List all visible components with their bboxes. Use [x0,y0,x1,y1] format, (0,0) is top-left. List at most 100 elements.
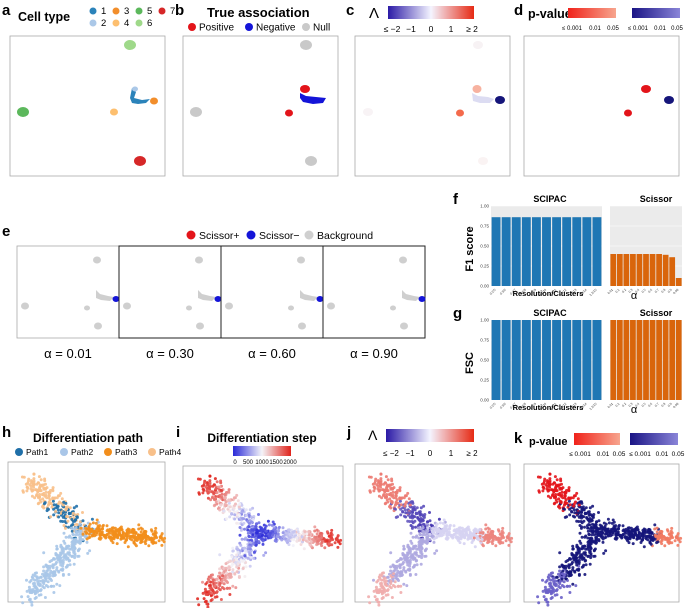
cell-point [51,496,55,500]
cell-point [95,518,99,522]
panel-g-right-chart: 0.01 0.1 0.2 0.3 0.4 0.5 0.6 0.7 0.8 0.9 0.98 [607,319,682,409]
cell-point [238,526,242,529]
cell-point [211,588,215,592]
cell-point [116,536,119,539]
cell-point [62,500,66,504]
cell-point [553,475,557,479]
cell-point [42,506,46,510]
cell-point [232,510,236,514]
cell-point [536,595,540,599]
cell-point [575,511,579,515]
cell-point [394,501,398,505]
cell-point [406,551,410,555]
cell-point [241,517,245,520]
cell-point [406,556,409,560]
cell-point [52,584,56,588]
cell-point [208,479,212,483]
cell-point [212,491,216,495]
cell-point [88,527,92,531]
legend-dot-negative [245,23,253,31]
y-tick-label: 0.50 [480,244,489,249]
cell-point [61,511,65,515]
cell-point [37,475,41,479]
cell-point [70,554,74,558]
cell-point [371,482,375,486]
cell-point [422,516,426,519]
cell-point [218,567,222,571]
cell-point [667,532,671,536]
cell-point [213,581,217,585]
cell-point [541,489,545,493]
cell-point [648,541,652,545]
cell-point [196,477,200,481]
cell-point [57,515,61,519]
cell-point [56,508,60,512]
panel-a-frame [9,35,166,177]
panel-g-right-xlabel: α [631,404,638,416]
cell-point [562,585,566,589]
cell-point [601,532,604,535]
cell-point [119,537,123,540]
cell-point [215,595,219,599]
cell-point [612,526,616,530]
bar [501,320,511,400]
cell-point [210,591,214,595]
cell-point [382,586,386,590]
cell-point [475,537,479,541]
cell-point [641,536,645,540]
cell-point [291,530,295,534]
cell-point [565,584,569,588]
cell-point [391,577,395,581]
p-scale-blue [630,433,678,445]
bar [582,217,592,286]
panel-f-ylabel: F1 score [464,226,476,271]
cell-point [68,547,72,551]
cell-point [401,510,405,513]
cell-point [548,477,552,481]
cell-point [551,571,554,575]
cell-point [264,524,268,528]
cell-point [320,541,324,544]
cell-point [377,481,380,485]
cell-point [309,540,313,543]
cell-point [577,511,581,515]
cell-point [233,496,237,500]
cell-point [367,595,371,599]
cell-point [645,530,649,534]
cell-point [375,597,379,601]
cell-point [380,597,384,600]
cell-point [219,479,223,483]
cell-point [214,500,218,504]
cell-point [551,576,555,580]
step-colorbar [233,446,291,456]
cell-point [143,529,147,533]
cell-point [206,490,210,494]
cell-point [563,490,567,494]
cell-point [447,530,451,534]
cell-point [575,556,578,560]
cell-point [569,557,573,561]
cell-point [660,539,664,542]
cell-point [73,553,77,557]
cell-point [44,493,48,497]
p-tick: 0.05 [613,451,626,458]
panel-g-left-xlabel: Resolution/Clusters [513,403,584,412]
cell-point [618,533,622,537]
cell-point [26,479,30,483]
cell-point [432,537,436,541]
cell-point [267,523,271,527]
cell-point [560,493,564,497]
cell-point [444,528,448,532]
cell-point [213,591,217,595]
legend-label-scissor-pos: Scissor+ [199,230,240,242]
cell-point [206,483,209,487]
panel-b-title: True association [207,5,310,20]
cell-point [368,489,372,493]
cell-point [244,565,248,569]
cell-point [254,543,258,547]
legend-dot-ct5 [135,7,143,15]
cell-point [43,596,47,599]
cell-point [257,540,261,543]
bar [669,320,676,400]
cell-point [617,527,620,531]
